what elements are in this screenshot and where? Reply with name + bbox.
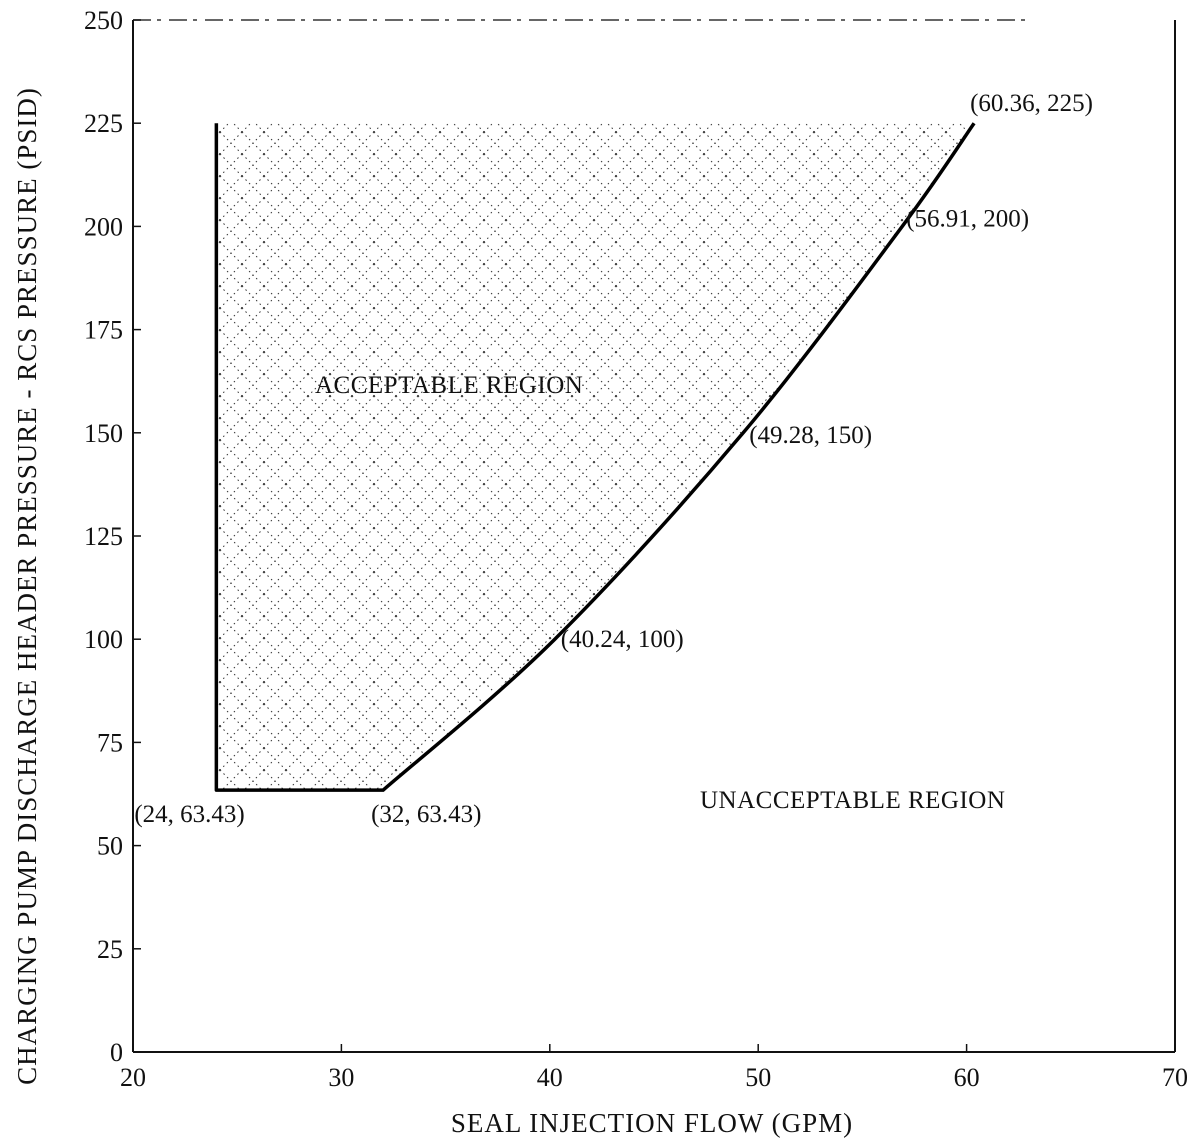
y-tick-label: 175: [84, 316, 123, 345]
y-axis-title: CHARGING PUMP DISCHARGE HEADER PRESSURE …: [12, 87, 42, 1085]
point-annotation: (24, 63.43): [134, 801, 244, 828]
x-tick-label: 40: [537, 1063, 563, 1092]
acceptable-region-shading: [216, 123, 975, 791]
y-tick-label: 75: [97, 728, 123, 757]
y-tick-label: 125: [84, 522, 123, 551]
y-tick-label: 225: [84, 109, 123, 138]
point-annotation: (40.24, 100): [561, 626, 684, 653]
y-tick-label: 250: [84, 6, 123, 35]
point-annotation: (49.28, 150): [749, 422, 872, 449]
point-annotation: (32, 63.43): [371, 801, 481, 828]
y-tick-label: 50: [97, 832, 123, 861]
y-tick-label: 25: [97, 935, 123, 964]
x-tick-label: 50: [745, 1063, 771, 1092]
boundary-line: [214, 122, 976, 792]
point-annotation: (56.91, 200): [906, 205, 1029, 232]
y-tick-label: 150: [84, 419, 123, 448]
unacceptable-region-label: UNACCEPTABLE REGION: [700, 787, 1005, 814]
point-annotation: (60.36, 225): [970, 90, 1093, 117]
y-tick-label: 100: [84, 625, 123, 654]
acceptable-region-label: ACCEPTABLE REGION: [315, 372, 583, 399]
x-tick-label: 60: [954, 1063, 980, 1092]
y-tick-label: 200: [84, 212, 123, 241]
x-tick-label: 20: [120, 1063, 146, 1092]
x-axis-title: SEAL INJECTION FLOW (GPM): [451, 1108, 853, 1138]
x-tick-label: 70: [1162, 1063, 1188, 1092]
y-tick-label: 0: [110, 1038, 123, 1067]
x-tick-label: 30: [328, 1063, 354, 1092]
